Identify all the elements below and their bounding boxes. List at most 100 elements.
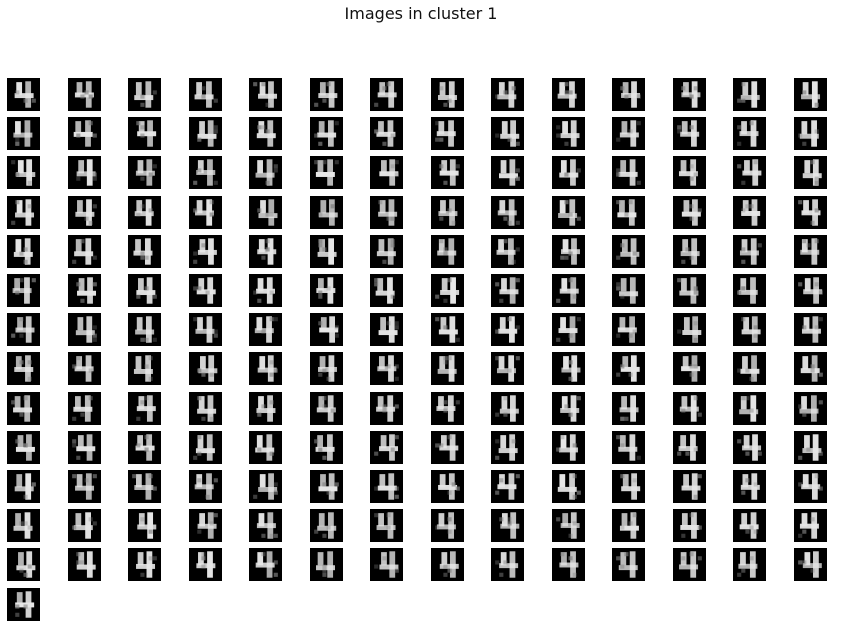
digit-thumbnail [309,391,343,425]
digit-thumbnail [309,509,343,543]
digit-thumbnail [67,156,101,190]
digit-four-glyph [616,159,641,187]
digit-thumbnail [309,195,343,229]
digit-thumbnail [793,274,827,307]
digit-thumbnail [7,548,40,582]
digit-four-glyph [741,198,761,226]
digit-thumbnail [128,274,161,307]
digit-four-glyph [434,120,456,147]
digit-four-glyph [133,355,153,383]
digit-thumbnail [249,234,282,268]
digit-thumbnail [430,195,464,229]
digit-thumbnail [128,117,161,151]
digit-thumbnail [370,470,403,503]
digit-four-glyph [192,434,215,461]
digit-four-glyph [71,394,93,422]
digit-thumbnail [370,117,403,151]
digit-thumbnail [672,274,706,307]
digit-four-glyph [676,277,698,304]
digit-four-glyph [619,512,639,539]
digit-thumbnail [612,234,645,268]
digit-thumbnail [370,156,403,190]
digit-four-glyph [616,316,637,343]
digit-four-glyph [195,551,215,579]
digit-four-glyph [374,120,396,147]
digit-four-glyph [558,551,578,579]
digit-four-glyph [439,551,459,579]
digit-thumbnail [733,117,766,151]
digit-four-glyph [437,198,457,226]
digit-four-glyph [495,551,519,579]
digit-thumbnail [551,234,585,268]
digit-four-glyph [196,512,218,539]
digit-four-glyph [680,238,700,265]
digit-four-glyph [797,473,823,500]
digit-four-glyph [495,120,520,147]
digit-thumbnail [188,195,222,229]
digit-four-glyph [196,120,218,147]
digit-four-glyph [377,355,399,383]
digit-thumbnail [672,391,706,425]
digit-thumbnail [551,117,585,151]
digit-thumbnail [793,195,827,229]
digit-thumbnail [309,548,343,582]
digit-thumbnail [128,313,161,347]
digit-thumbnail [7,391,40,425]
digit-four-glyph [619,394,639,422]
digit-four-glyph [253,277,275,304]
digit-thumbnail [793,78,827,111]
digit-four-glyph [434,512,456,539]
digit-thumbnail [551,509,585,543]
digit-thumbnail [309,352,343,386]
digit-four-glyph [137,512,157,539]
digit-thumbnail [67,313,101,347]
digit-four-glyph [73,120,97,147]
digit-thumbnail [491,313,524,347]
digit-four-glyph [257,355,278,383]
digit-thumbnail [249,548,282,582]
digit-thumbnail [7,470,40,503]
digit-four-glyph [313,159,339,187]
digit-thumbnail [551,156,585,190]
digit-four-glyph [12,277,36,304]
digit-four-glyph [379,159,399,187]
digit-thumbnail [249,470,282,503]
digit-four-glyph [560,355,580,383]
digit-thumbnail [188,391,222,425]
digit-four-glyph [802,159,822,187]
digit-thumbnail [370,509,403,543]
digit-four-glyph [75,159,97,187]
digit-four-glyph [256,394,276,422]
digit-four-glyph [374,81,397,108]
digit-four-glyph [71,473,97,500]
digit-thumbnail [370,234,403,268]
digit-thumbnail [612,313,645,347]
digit-thumbnail [612,391,645,425]
digit-thumbnail [7,195,40,229]
digit-four-glyph [254,316,278,343]
digit-four-glyph [438,159,460,187]
digit-four-glyph [437,81,457,108]
digit-four-glyph [737,159,762,187]
digit-four-glyph [317,355,337,383]
digit-thumbnail [128,470,161,503]
digit-four-glyph [192,159,218,187]
digit-thumbnail [672,470,706,503]
digit-four-glyph [800,355,823,383]
digit-four-glyph [11,394,33,422]
digit-thumbnail [430,548,464,582]
digit-thumbnail [249,156,282,190]
digit-thumbnail [249,78,282,111]
digit-thumbnail [188,274,222,307]
digit-four-glyph [192,316,218,343]
digit-thumbnail [551,274,585,307]
digit-thumbnail [249,274,282,307]
digit-thumbnail [309,156,343,190]
digit-thumbnail [491,274,524,307]
digit-thumbnail [672,117,706,151]
digit-thumbnail [672,352,706,386]
digit-thumbnail [672,509,706,543]
digit-four-glyph [555,277,579,304]
digit-thumbnail [67,430,101,464]
